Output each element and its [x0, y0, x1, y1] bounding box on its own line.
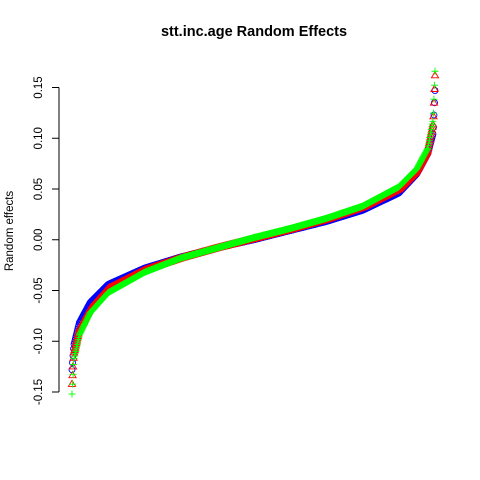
triangle-point [68, 361, 78, 370]
triangle-point [429, 98, 439, 106]
series-triangle [67, 70, 440, 387]
triangle-point [424, 140, 434, 149]
plus-point [430, 81, 438, 89]
plus-point [429, 117, 437, 125]
plus-point [431, 67, 439, 75]
plus-point [430, 95, 438, 103]
triangle-point [429, 111, 438, 120]
series-circle [68, 87, 439, 374]
triangle-point [67, 379, 77, 387]
y-tick-label: 0.15 [33, 76, 45, 98]
y-tick-label: -0.05 [33, 277, 45, 303]
plus-point [429, 109, 437, 117]
y-tick-label: 0.05 [33, 178, 45, 200]
triangle-point [430, 84, 439, 92]
y-tick-label: 0.10 [33, 127, 45, 149]
circle-point [430, 111, 438, 119]
y-axis-ticks: -0.15 -0.10 -0.05 0.00 0.05 0.10 0.15 [33, 76, 59, 405]
plot-points [67, 67, 440, 398]
plus-point [423, 145, 431, 153]
triangle-point [430, 70, 440, 79]
plus-point [69, 370, 77, 378]
chart-title: stt.inc.age Random Effects [161, 24, 347, 40]
circle-point [69, 359, 76, 367]
y-tick-label: 0.00 [33, 229, 45, 251]
plus-point [68, 390, 76, 398]
y-tick-label: -0.15 [33, 379, 45, 405]
y-axis-label: Random effects [4, 191, 16, 272]
plus-point [69, 380, 77, 388]
plus-point [70, 360, 78, 368]
y-tick-label: -0.10 [33, 328, 45, 354]
series-plus [68, 67, 439, 398]
